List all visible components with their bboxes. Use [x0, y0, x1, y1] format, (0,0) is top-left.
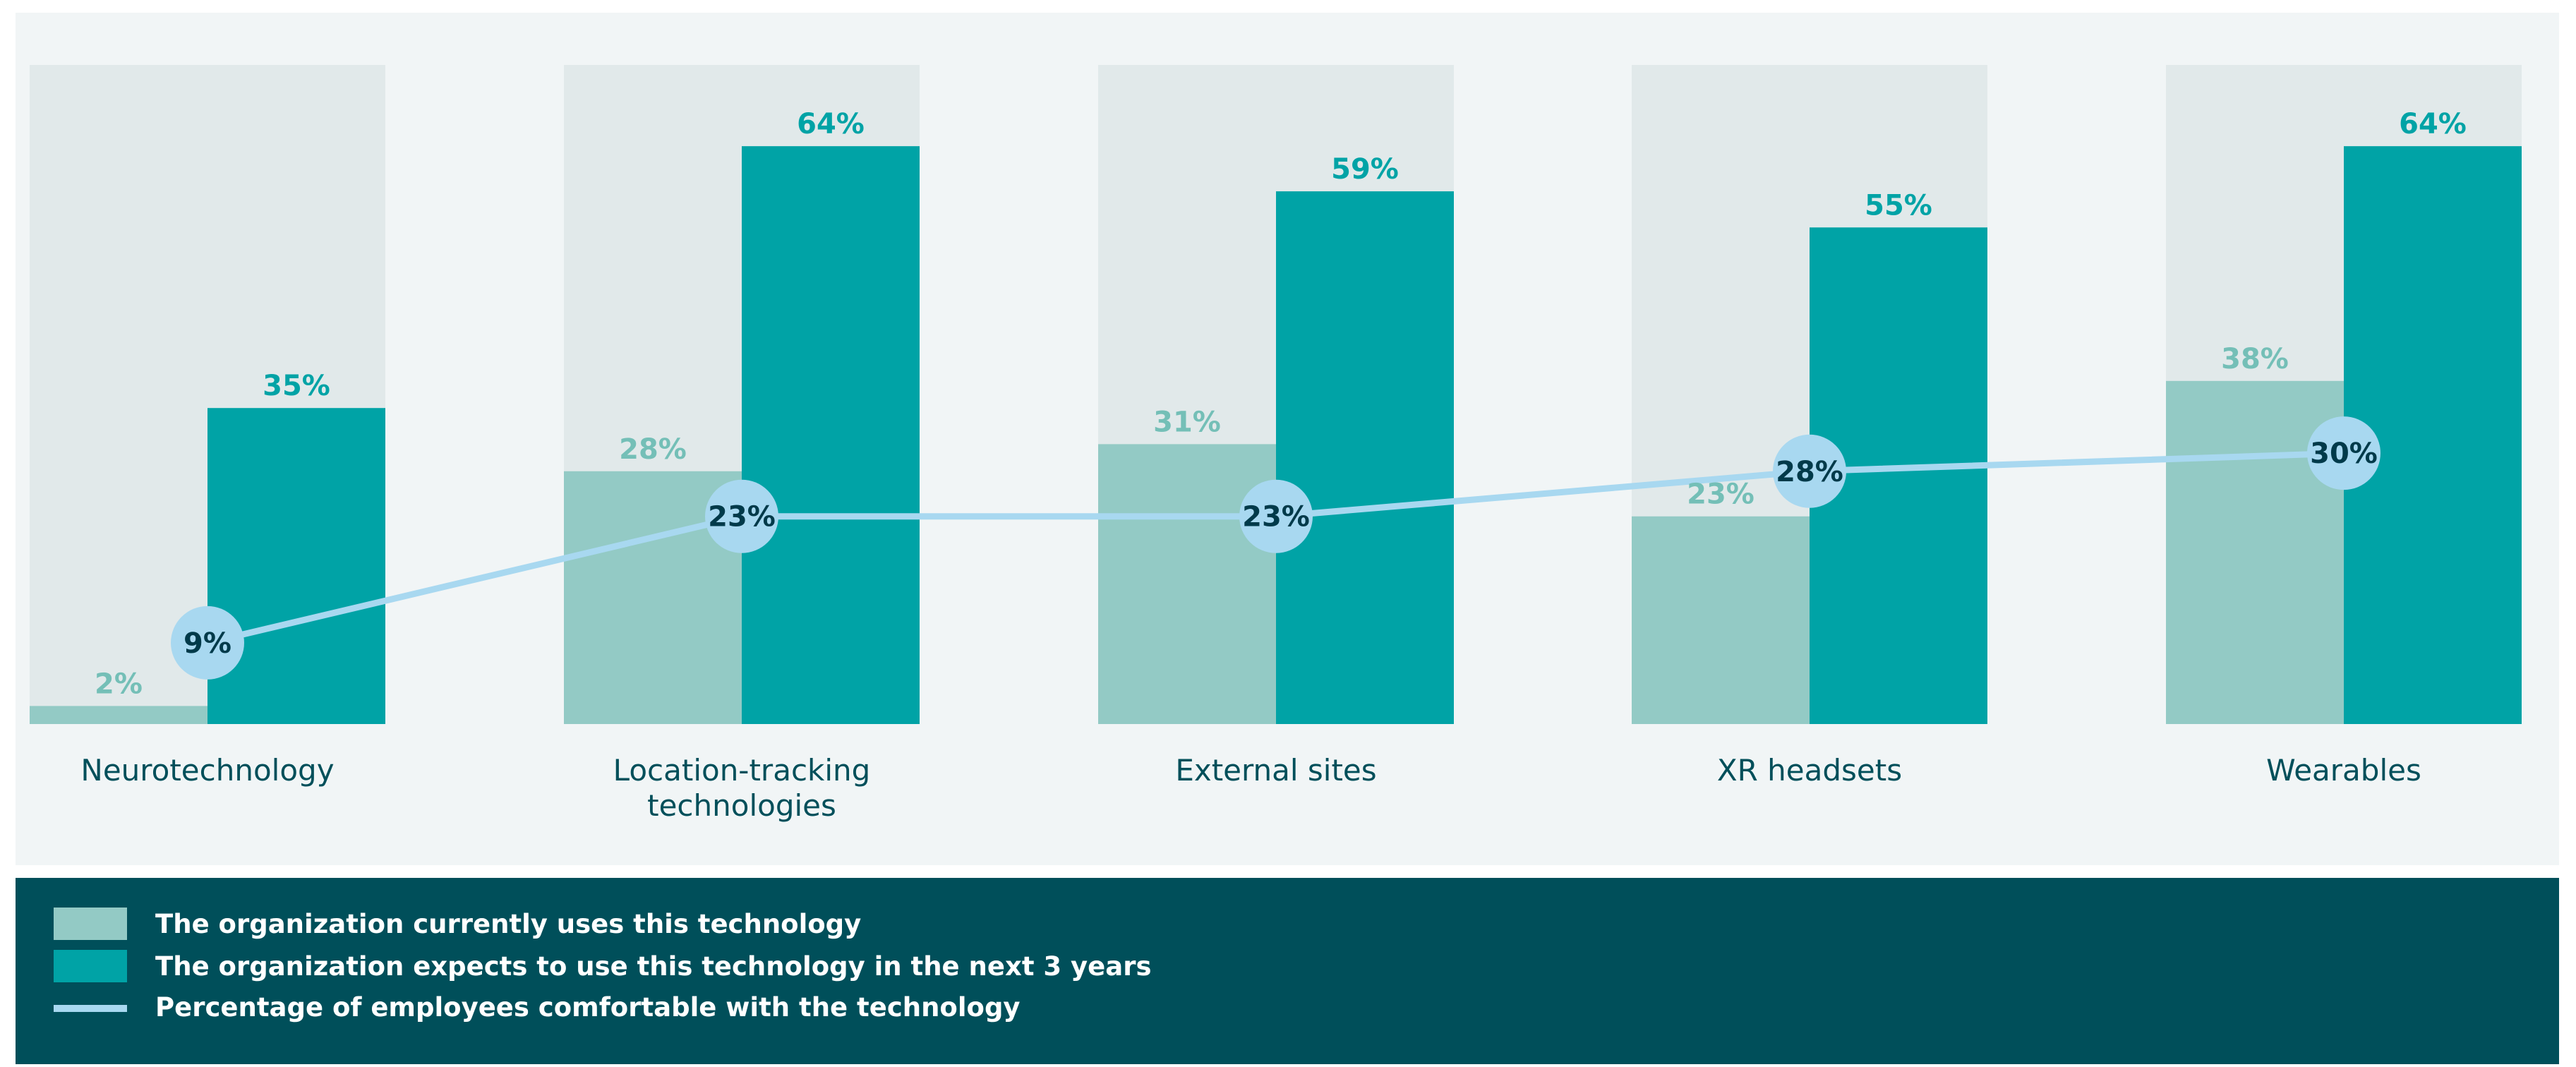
legend: The organization currently uses this tec… [16, 878, 2559, 1064]
chart-panel: 2% 35% 9% Neurotechnology 28% 64% 23% Location-… [16, 13, 2559, 865]
legend-swatch-current-use [54, 908, 127, 940]
label-current-neurotechnology: 2% [95, 668, 143, 700]
label-expected-external-sites: 59% [1331, 153, 1399, 186]
legend-label-employee-comfort: Percentage of employees comfortable with… [155, 992, 1021, 1023]
bar-current-xr-headsets [1632, 516, 1810, 724]
category-label-line: technologies [647, 788, 836, 823]
comfort-marker-neurotechnology [171, 605, 244, 680]
bar-expected-neurotechnology [207, 408, 385, 724]
label-current-external-sites: 31% [1153, 406, 1221, 438]
category-label-line: Location-tracking [613, 753, 871, 788]
label-current-location-tracking-technologies: 28% [619, 433, 687, 466]
comfort-marker-location-tracking-technologies [705, 479, 778, 553]
label-expected-location-tracking-technologies: 64% [797, 108, 865, 140]
category-label-neurotechnology: Neurotechnology [80, 753, 334, 788]
bar-expected-location-tracking-technologies [742, 146, 920, 724]
category-label-line: Neurotechnology [80, 753, 334, 788]
label-current-wearables: 38% [2221, 343, 2289, 375]
comfort-label-neurotechnology: 9% [183, 627, 231, 660]
comfort-label-external-sites: 23% [1242, 501, 1310, 534]
legend-line-employee-comfort [54, 1005, 127, 1012]
legend-swatch-expected-use [54, 950, 127, 982]
category-label-line: Wearables [2266, 753, 2421, 788]
comfort-marker-xr-headsets [1773, 434, 1846, 508]
category-label-external-sites: External sites [1175, 753, 1376, 788]
category-label-location-tracking-technologies: Location-tracking technologies [613, 753, 871, 823]
category-label-line: External sites [1175, 753, 1376, 788]
comfort-label-wearables: 30% [2310, 438, 2378, 470]
category-label-line: XR headsets [1717, 753, 1902, 788]
bar-current-external-sites [1098, 444, 1276, 724]
label-expected-neurotechnology: 35% [263, 370, 330, 402]
comfort-label-location-tracking-technologies: 23% [708, 501, 776, 534]
comfort-label-xr-headsets: 28% [1776, 456, 1843, 488]
category-label-xr-headsets: XR headsets [1717, 753, 1902, 788]
bar-expected-external-sites [1276, 191, 1454, 724]
legend-label-current-use: The organization currently uses this tec… [155, 909, 862, 939]
comfort-marker-external-sites [1239, 479, 1313, 553]
label-current-xr-headsets: 23% [1687, 478, 1755, 511]
label-expected-wearables: 64% [2399, 108, 2467, 140]
bar-current-neurotechnology [30, 706, 207, 724]
comfort-marker-wearables [2307, 416, 2381, 490]
category-label-wearables: Wearables [2266, 753, 2421, 788]
chart-plot: 2% 35% 9% Neurotechnology 28% 64% 23% Location-… [30, 65, 2522, 823]
label-expected-xr-headsets: 55% [1865, 189, 1932, 222]
legend-label-expected-use: The organization expects to use this tec… [155, 951, 1152, 982]
